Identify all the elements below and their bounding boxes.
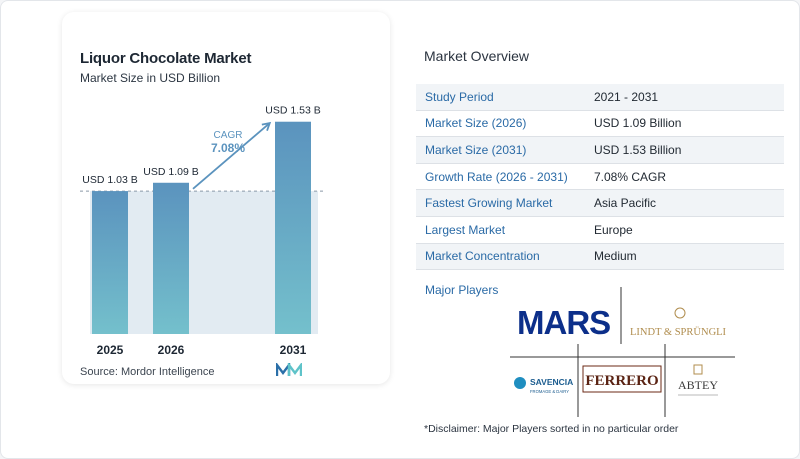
row-value: USD 1.09 Billion bbox=[594, 116, 682, 131]
chart-card: USD 1.03 B 2025 USD 1.09 B 2026 USD 1.53 B 20… bbox=[62, 12, 390, 384]
cagr-value: 7.08% bbox=[211, 141, 245, 155]
lindt-logo: LINDT & SPRÜNGLI bbox=[630, 307, 727, 338]
disclaimer-text: *Disclaimer: Major Players sorted in no … bbox=[424, 423, 679, 435]
row-value: Europe bbox=[594, 222, 633, 237]
overview-row: Fastest Growing Market Asia Pacific bbox=[416, 190, 784, 217]
mars-logo: MARS bbox=[517, 304, 610, 341]
overview-table: Study Period 2021 - 2031 Market Size (20… bbox=[416, 84, 784, 271]
row-label: Market Size (2026) bbox=[425, 116, 527, 131]
cagr-arrow bbox=[192, 121, 272, 190]
chart-title: Liquor Chocolate Market bbox=[80, 50, 252, 67]
overview-row: Market Concentration Medium bbox=[416, 243, 784, 271]
major-players-logos: MARS LINDT & SPRÜNGLI SAVENCIA FROMAGE &… bbox=[510, 287, 735, 417]
row-label: Market Concentration bbox=[425, 249, 540, 264]
major-players-title: Major Players bbox=[425, 283, 499, 297]
overview-row: Largest Market Europe bbox=[416, 217, 784, 244]
row-label: Market Size (2031) bbox=[425, 142, 527, 157]
bar bbox=[275, 121, 311, 335]
row-value: 2021 - 2031 bbox=[594, 89, 659, 104]
bar bbox=[92, 191, 128, 334]
data-label: USD 1.09 B bbox=[143, 166, 198, 178]
bar-chart: USD 1.03 B 2025 USD 1.09 B 2026 USD 1.53 B 20… bbox=[80, 105, 324, 357]
row-label: Growth Rate (2026 - 2031) bbox=[425, 169, 568, 184]
ferrero-logo: FERRERO bbox=[582, 365, 662, 393]
lindt-emblem-icon bbox=[674, 307, 686, 319]
row-value: 7.08% CAGR bbox=[594, 169, 667, 184]
ferrero-logo-text: FERRERO bbox=[585, 373, 658, 389]
row-value: USD 1.53 Billion bbox=[594, 142, 682, 157]
row-value: Asia Pacific bbox=[594, 196, 657, 211]
data-label: USD 1.03 B bbox=[82, 174, 137, 186]
abtey-logo-text: ABTEY bbox=[678, 378, 718, 392]
bar bbox=[153, 182, 189, 334]
savencia-logo: SAVENCIA FROMAGE & DAIRY bbox=[514, 377, 573, 394]
savencia-logo-text: SAVENCIA bbox=[530, 377, 573, 387]
row-value: Medium bbox=[594, 249, 637, 264]
row-label: Largest Market bbox=[425, 222, 506, 237]
x-tick-label: 2026 bbox=[158, 343, 185, 357]
chart-subtitle: Market Size in USD Billion bbox=[80, 71, 221, 85]
overview-title: Market Overview bbox=[424, 48, 530, 64]
overview-row: Study Period 2021 - 2031 bbox=[416, 84, 784, 111]
savencia-emblem-icon bbox=[514, 377, 526, 389]
lindt-logo-text: LINDT & SPRÜNGLI bbox=[630, 326, 727, 338]
row-label: Fastest Growing Market bbox=[425, 196, 553, 211]
x-tick-label: 2031 bbox=[280, 343, 307, 357]
overview-row: Market Size (2026) USD 1.09 Billion bbox=[416, 111, 784, 138]
overview-row: Market Size (2031) USD 1.53 Billion bbox=[416, 137, 784, 164]
cagr-label: CAGR bbox=[214, 130, 243, 141]
abtey-logo: ABTEY bbox=[678, 364, 718, 396]
overview-row: Growth Rate (2026 - 2031) 7.08% CAGR bbox=[416, 164, 784, 191]
abtey-emblem-icon bbox=[693, 364, 703, 375]
source-text: Source: Mordor Intelligence bbox=[80, 366, 215, 378]
mordor-logo-icon bbox=[276, 363, 302, 376]
data-label: USD 1.53 B bbox=[265, 105, 320, 117]
x-tick-label: 2025 bbox=[97, 343, 124, 357]
savencia-logo-subtext: FROMAGE & DAIRY bbox=[530, 389, 569, 394]
row-label: Study Period bbox=[425, 89, 494, 104]
